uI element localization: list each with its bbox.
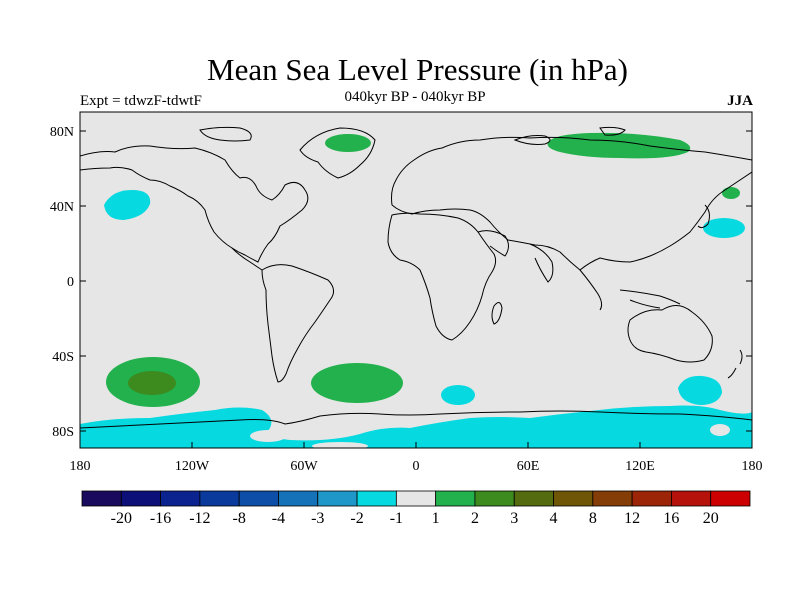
colorbar-swatch xyxy=(710,490,751,507)
anomaly-negative-australia-south xyxy=(678,375,722,405)
colorbar-label: 3 xyxy=(510,510,518,527)
anomaly-positive-south-pacific-core xyxy=(128,371,176,395)
colorbar-label: 16 xyxy=(663,510,679,527)
coastline-arctic-islands xyxy=(199,126,626,145)
colorbar-swatch xyxy=(592,490,633,507)
colorbar-swatch xyxy=(160,490,201,507)
colorbar-label: -20 xyxy=(111,510,132,527)
anomaly-gap-weddell xyxy=(312,442,368,448)
coastline-north-america xyxy=(80,145,309,263)
coastline-madagascar xyxy=(491,302,503,325)
anomaly-positive-kamchatka xyxy=(722,187,740,199)
colorbar-label: -8 xyxy=(233,510,246,527)
coastline-arabia-india xyxy=(477,230,554,283)
coastline-central-america xyxy=(231,247,263,271)
colorbar-label: -2 xyxy=(350,510,363,527)
colorbar-swatch xyxy=(631,490,672,507)
lat-tick-label: 40N xyxy=(50,200,74,215)
anomaly-positive-arctic-atlantic xyxy=(325,134,371,152)
lat-tick-label: 40S xyxy=(52,350,74,365)
coastline-greenland xyxy=(299,127,376,179)
coastline-new-zealand xyxy=(727,349,743,379)
colorbar-swatch xyxy=(120,490,161,507)
colorbar-swatch xyxy=(199,490,240,507)
colorbar-label: 1 xyxy=(432,510,440,527)
axis-ticks: 80N 40N 0 40S 80S 180 120W 60W 0 60E 120E 180 xyxy=(50,125,763,474)
coastlines xyxy=(80,126,752,429)
lon-tick-label: 120W xyxy=(175,459,210,474)
anomaly-negative-south-indian xyxy=(441,385,475,405)
colorbar-label: -16 xyxy=(150,510,171,527)
coastline-antarctica xyxy=(80,410,752,429)
colorbar-label: 4 xyxy=(550,510,558,527)
colorbar-label: 2 xyxy=(471,510,479,527)
colorbar-swatch xyxy=(356,490,397,507)
lat-tick-label: 80S xyxy=(52,425,74,440)
lat-tick-label: 0 xyxy=(67,275,74,290)
anomaly-negative-antarctic-band xyxy=(80,405,752,448)
coastline-south-america xyxy=(261,264,334,383)
anomaly-positive-south-atlantic xyxy=(311,363,403,403)
colorbar-swatch xyxy=(474,490,515,507)
lon-tick-label: 0 xyxy=(413,459,420,474)
coastline-japan xyxy=(697,204,710,229)
coastline-africa xyxy=(387,212,497,341)
colorbar-swatch xyxy=(81,490,122,507)
colorbar-label: -3 xyxy=(311,510,324,527)
colorbar-swatch xyxy=(671,490,712,507)
anomaly-gap-east xyxy=(710,424,730,436)
colorbar-swatch xyxy=(513,490,554,507)
lat-tick-label: 80N xyxy=(50,125,74,140)
experiment-label: Expt = tdwzF-tdwtF xyxy=(80,93,202,109)
lon-tick-label: 60E xyxy=(517,459,540,474)
colorbar-label: 8 xyxy=(589,510,597,527)
coastline-australia xyxy=(627,305,713,363)
colorbar-swatch xyxy=(553,490,594,507)
coastline-southeast-asia xyxy=(579,269,681,311)
colorbar-label: -1 xyxy=(390,510,403,527)
colorbar-swatch xyxy=(317,490,358,507)
colorbar-swatch xyxy=(238,490,279,507)
lon-tick-label: 60W xyxy=(290,459,318,474)
map-subtitle: 040kyr BP - 040kyr BP xyxy=(344,89,486,105)
colorbar-label: -12 xyxy=(189,510,210,527)
lon-tick-label: 180 xyxy=(70,459,91,474)
colorbar-swatch xyxy=(278,490,319,507)
season-label: JJA xyxy=(727,93,753,109)
anomaly-negative-north-pacific xyxy=(104,190,151,220)
map-title: Mean Sea Level Pressure (in hPa) xyxy=(207,52,628,87)
colorbar-label: -4 xyxy=(272,510,285,527)
colorbar-label: 20 xyxy=(703,510,719,527)
lon-tick-label: 120E xyxy=(625,459,655,474)
anomaly-gap-ross xyxy=(250,430,286,442)
anomaly-fields xyxy=(80,132,752,448)
colorbar: -20 -16 -12 -8 -4 -3 -2 -1 1 2 3 4 8 12 16 20 xyxy=(81,490,751,527)
colorbar-label: 12 xyxy=(624,510,640,527)
anomaly-negative-nw-pacific xyxy=(703,218,745,238)
lon-tick-label: 180 xyxy=(742,459,763,474)
colorbar-swatch xyxy=(435,490,476,507)
colorbar-swatch xyxy=(395,490,437,507)
